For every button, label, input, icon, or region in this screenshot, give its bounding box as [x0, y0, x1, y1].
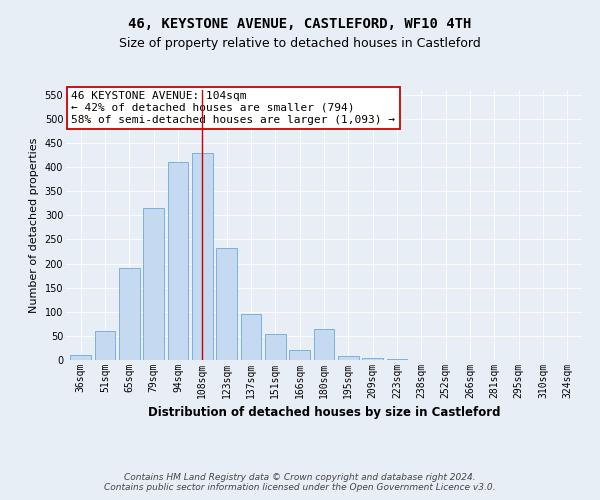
X-axis label: Distribution of detached houses by size in Castleford: Distribution of detached houses by size …: [148, 406, 500, 420]
Bar: [241, 314, 262, 360]
Bar: [70, 355, 91, 360]
Bar: [314, 328, 334, 360]
Text: 46 KEYSTONE AVENUE: 104sqm
← 42% of detached houses are smaller (794)
58% of sem: 46 KEYSTONE AVENUE: 104sqm ← 42% of deta…: [71, 92, 395, 124]
Bar: [95, 331, 115, 360]
Bar: [216, 248, 237, 360]
Text: Contains HM Land Registry data © Crown copyright and database right 2024.
Contai: Contains HM Land Registry data © Crown c…: [104, 473, 496, 492]
Bar: [167, 162, 188, 360]
Bar: [289, 350, 310, 360]
Bar: [386, 359, 407, 360]
Y-axis label: Number of detached properties: Number of detached properties: [29, 138, 39, 312]
Text: Size of property relative to detached houses in Castleford: Size of property relative to detached ho…: [119, 38, 481, 51]
Bar: [362, 358, 383, 360]
Bar: [143, 208, 164, 360]
Bar: [192, 152, 212, 360]
Text: 46, KEYSTONE AVENUE, CASTLEFORD, WF10 4TH: 46, KEYSTONE AVENUE, CASTLEFORD, WF10 4T…: [128, 18, 472, 32]
Bar: [338, 356, 359, 360]
Bar: [265, 334, 286, 360]
Bar: [119, 268, 140, 360]
